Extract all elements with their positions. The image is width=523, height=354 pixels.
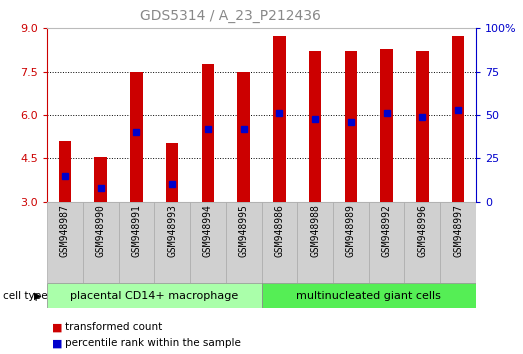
Text: GSM948995: GSM948995 — [238, 204, 248, 257]
Text: GDS5314 / A_23_P212436: GDS5314 / A_23_P212436 — [140, 9, 321, 23]
Bar — [130, 72, 143, 202]
FancyBboxPatch shape — [440, 202, 476, 283]
FancyBboxPatch shape — [190, 202, 226, 283]
Text: GSM948992: GSM948992 — [382, 204, 392, 257]
Text: GSM948987: GSM948987 — [60, 204, 70, 257]
FancyBboxPatch shape — [262, 283, 476, 308]
FancyBboxPatch shape — [333, 202, 369, 283]
FancyBboxPatch shape — [369, 202, 404, 283]
Bar — [309, 51, 321, 202]
FancyBboxPatch shape — [47, 283, 262, 308]
Bar — [273, 35, 286, 202]
FancyBboxPatch shape — [83, 202, 119, 283]
Text: GSM948993: GSM948993 — [167, 204, 177, 257]
Text: ▶: ▶ — [35, 291, 42, 301]
FancyBboxPatch shape — [154, 202, 190, 283]
Bar — [380, 48, 393, 202]
Text: GSM948996: GSM948996 — [417, 204, 427, 257]
Bar — [59, 141, 71, 202]
FancyBboxPatch shape — [226, 202, 262, 283]
Bar — [345, 51, 357, 202]
Text: GSM948997: GSM948997 — [453, 204, 463, 257]
Text: transformed count: transformed count — [65, 322, 163, 332]
Bar — [452, 35, 464, 202]
Text: multinucleated giant cells: multinucleated giant cells — [296, 291, 441, 301]
FancyBboxPatch shape — [119, 202, 154, 283]
FancyBboxPatch shape — [404, 202, 440, 283]
Text: GSM948986: GSM948986 — [275, 204, 285, 257]
Text: placental CD14+ macrophage: placental CD14+ macrophage — [70, 291, 238, 301]
Text: ■: ■ — [52, 322, 63, 332]
Text: percentile rank within the sample: percentile rank within the sample — [65, 338, 241, 348]
FancyBboxPatch shape — [47, 202, 83, 283]
Text: GSM948994: GSM948994 — [203, 204, 213, 257]
Text: cell type: cell type — [3, 291, 47, 301]
Text: GSM948989: GSM948989 — [346, 204, 356, 257]
FancyBboxPatch shape — [297, 202, 333, 283]
Text: GSM948988: GSM948988 — [310, 204, 320, 257]
Text: GSM948991: GSM948991 — [131, 204, 141, 257]
Bar — [202, 64, 214, 202]
Bar — [95, 157, 107, 202]
Text: ■: ■ — [52, 338, 63, 348]
FancyBboxPatch shape — [262, 202, 297, 283]
Bar — [416, 51, 428, 202]
Text: GSM948990: GSM948990 — [96, 204, 106, 257]
Bar — [166, 143, 178, 202]
Bar — [237, 72, 250, 202]
